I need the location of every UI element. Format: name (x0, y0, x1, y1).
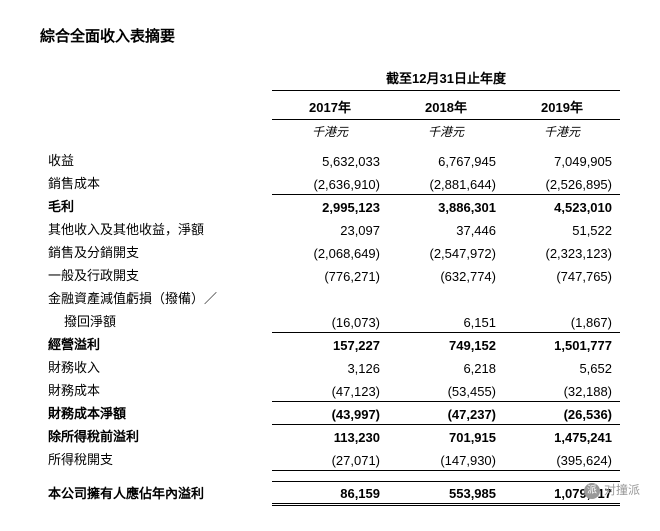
final-val-1: 553,985 (388, 481, 504, 504)
row-val-0: (776,271) (272, 263, 388, 286)
period-header: 截至12月31日止年度 (272, 66, 620, 91)
row-val-1 (388, 286, 504, 309)
row-val-0: (2,636,910) (272, 171, 388, 194)
row-label: 銷售及分銷開支 (40, 240, 272, 263)
watermark: 派对撞派 (584, 481, 640, 499)
col-year-2: 2019年 (504, 91, 620, 120)
row-label: 一般及行政開支 (40, 263, 272, 286)
row-label: 其他收入及其他收益，淨額 (40, 217, 272, 240)
row-val-1: 6,767,945 (388, 148, 504, 171)
row-val-1: 6,151 (388, 309, 504, 332)
row-label: 撥回淨額 (40, 309, 272, 332)
row-val-0: (2,068,649) (272, 240, 388, 263)
row-label: 財務成本 (40, 378, 272, 401)
final-val-0: 86,159 (272, 481, 388, 504)
row-val-0: 23,097 (272, 217, 388, 240)
row-val-0: 157,227 (272, 332, 388, 355)
row-label: 收益 (40, 148, 272, 171)
row-val-1: 6,218 (388, 355, 504, 378)
watermark-icon: 派 (584, 483, 600, 499)
col-unit-1: 千港元 (388, 120, 504, 149)
row-val-1: 37,446 (388, 217, 504, 240)
row-val-2: (32,188) (504, 378, 620, 401)
row-val-1: 3,886,301 (388, 194, 504, 217)
row-val-0: 113,230 (272, 424, 388, 447)
col-year-1: 2018年 (388, 91, 504, 120)
row-val-2 (504, 286, 620, 309)
col-unit-0: 千港元 (272, 120, 388, 149)
row-label: 金融資產減值虧損（撥備）／ (40, 286, 272, 309)
final-row-label: 本公司擁有人應佔年內溢利 (40, 481, 272, 504)
row-val-1: (2,547,972) (388, 240, 504, 263)
row-val-2: (1,867) (504, 309, 620, 332)
row-val-2: 4,523,010 (504, 194, 620, 217)
row-val-2: (2,323,123) (504, 240, 620, 263)
row-val-0: (47,123) (272, 378, 388, 401)
page-title: 綜合全面收入表摘要 (40, 25, 620, 46)
row-val-2: (747,765) (504, 263, 620, 286)
row-val-2: 51,522 (504, 217, 620, 240)
row-val-2: (26,536) (504, 401, 620, 424)
row-val-0: (27,071) (272, 447, 388, 470)
col-unit-2: 千港元 (504, 120, 620, 149)
row-label: 財務收入 (40, 355, 272, 378)
row-label: 財務成本淨額 (40, 401, 272, 424)
row-val-2: (2,526,895) (504, 171, 620, 194)
row-val-0: 2,995,123 (272, 194, 388, 217)
row-val-1: (632,774) (388, 263, 504, 286)
row-val-0: (43,997) (272, 401, 388, 424)
row-val-0: 3,126 (272, 355, 388, 378)
row-val-1: (53,455) (388, 378, 504, 401)
row-val-1: (47,237) (388, 401, 504, 424)
row-val-2: 5,652 (504, 355, 620, 378)
row-val-2: 7,049,905 (504, 148, 620, 171)
row-val-2: 1,475,241 (504, 424, 620, 447)
row-val-1: 701,915 (388, 424, 504, 447)
row-label: 除所得稅前溢利 (40, 424, 272, 447)
row-label: 所得稅開支 (40, 447, 272, 470)
row-val-1: (147,930) (388, 447, 504, 470)
row-val-2: (395,624) (504, 447, 620, 470)
col-year-0: 2017年 (272, 91, 388, 120)
row-val-1: 749,152 (388, 332, 504, 355)
row-label: 銷售成本 (40, 171, 272, 194)
row-val-2: 1,501,777 (504, 332, 620, 355)
row-val-0: 5,632,033 (272, 148, 388, 171)
income-statement-table: 截至12月31日止年度 2017年 2018年 2019年 千港元 千港元 千港… (40, 66, 620, 506)
row-val-0: (16,073) (272, 309, 388, 332)
row-label: 經營溢利 (40, 332, 272, 355)
row-val-0 (272, 286, 388, 309)
row-label: 毛利 (40, 194, 272, 217)
row-val-1: (2,881,644) (388, 171, 504, 194)
